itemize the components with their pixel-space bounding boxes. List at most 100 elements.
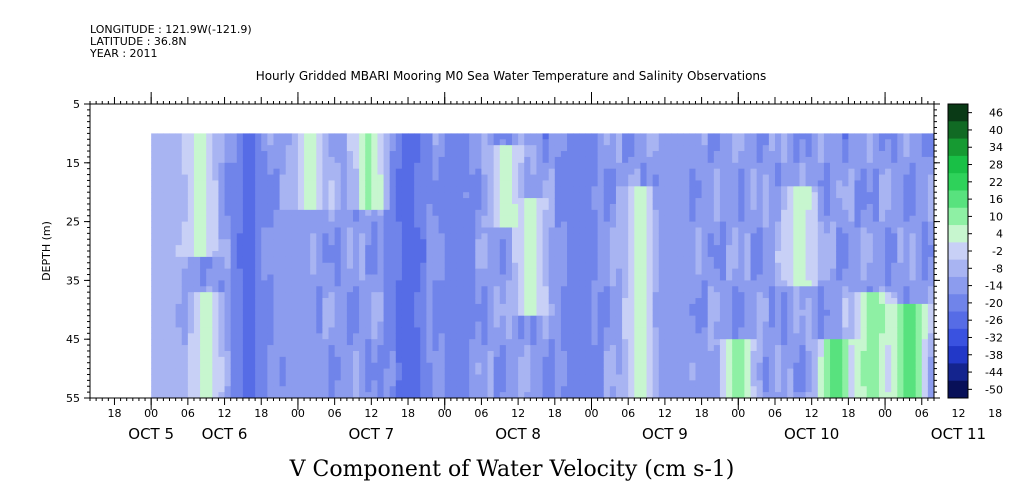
heatmap-cell: [444, 268, 452, 275]
heatmap-cell: [719, 274, 727, 281]
heatmap-cell: [719, 380, 727, 387]
heatmap-cell: [738, 192, 745, 199]
heatmap-cell: [640, 345, 647, 352]
heatmap-cell: [671, 168, 678, 175]
heatmap-cell: [591, 268, 599, 275]
heatmap-cell: [297, 286, 305, 293]
heatmap-cell: [756, 174, 764, 181]
heatmap-cell: [322, 333, 329, 340]
heatmap-cell: [652, 233, 660, 240]
heatmap-cell: [206, 356, 213, 364]
heatmap-cell: [597, 298, 605, 305]
heatmap-cell: [548, 303, 556, 311]
heatmap-cell: [799, 133, 806, 140]
heatmap-cell: [181, 180, 189, 187]
heatmap-cell: [401, 133, 409, 140]
heatmap-cell: [530, 374, 537, 381]
heatmap-cell: [206, 350, 213, 358]
heatmap-cell: [340, 145, 348, 152]
heatmap-cell: [242, 303, 250, 311]
heatmap-cell: [151, 303, 158, 311]
heatmap-cell: [615, 315, 623, 322]
heatmap-cell: [787, 392, 794, 398]
heatmap-cell: [542, 303, 550, 311]
heatmap-cell: [530, 139, 537, 146]
heatmap-cell: [560, 198, 568, 205]
heatmap-cell: [499, 386, 507, 393]
heatmap-cell: [389, 356, 397, 364]
heatmap-cell: [560, 339, 568, 346]
heatmap-cell: [505, 339, 513, 346]
heatmap-cell: [823, 374, 831, 381]
heatmap-cell: [261, 145, 268, 152]
heatmap-cell: [242, 339, 250, 346]
heatmap-cell: [652, 268, 660, 275]
heatmap-cell: [493, 145, 501, 152]
heatmap-cell: [567, 162, 574, 170]
heatmap-cell: [487, 227, 495, 234]
heatmap-cell: [389, 362, 397, 369]
heatmap-cell: [316, 239, 323, 246]
heatmap-cell: [658, 321, 666, 328]
heatmap-cell: [261, 327, 268, 334]
heatmap-cell: [401, 198, 409, 205]
heatmap-cell: [200, 209, 207, 217]
heatmap-cell: [163, 345, 170, 352]
heatmap-cell: [744, 251, 751, 258]
heatmap-cell: [585, 151, 592, 158]
heatmap-cell: [481, 274, 488, 281]
heatmap-cell: [169, 356, 177, 364]
heatmap-cell: [567, 233, 574, 240]
heatmap-cell: [438, 145, 446, 152]
heatmap-cell: [793, 180, 800, 187]
heatmap-cell: [401, 292, 409, 299]
heatmap-cell: [524, 386, 531, 393]
heatmap-cell: [359, 339, 366, 346]
heatmap-cell: [414, 239, 421, 246]
heatmap-cell: [187, 386, 195, 393]
heatmap-cell: [493, 245, 501, 252]
heatmap-cell: [695, 256, 702, 264]
heatmap-cell: [689, 309, 696, 317]
heatmap-cell: [560, 209, 568, 217]
heatmap-cell: [383, 203, 391, 211]
heatmap-cell: [536, 145, 543, 152]
heatmap-cell: [181, 251, 189, 258]
heatmap-cell: [163, 239, 170, 246]
heatmap-cell: [279, 350, 287, 358]
heatmap-cell: [279, 356, 287, 364]
heatmap-cell: [426, 315, 433, 322]
heatmap-cell: [420, 327, 427, 334]
heatmap-cell: [242, 274, 250, 281]
heatmap-cell: [426, 321, 433, 328]
heatmap-cell: [389, 133, 397, 140]
heatmap-cell: [236, 203, 244, 211]
heatmap-cell: [750, 309, 758, 317]
heatmap-cell: [163, 286, 170, 293]
heatmap-cell: [444, 174, 452, 181]
heatmap-cell: [187, 309, 195, 317]
heatmap-cell: [738, 350, 745, 358]
heatmap-cell: [187, 268, 195, 275]
heatmap-cell: [499, 180, 507, 187]
heatmap-cell: [579, 239, 586, 246]
heatmap-cell: [530, 392, 537, 398]
heatmap-cell: [218, 298, 225, 305]
heatmap-cell: [383, 262, 391, 270]
heatmap-cell: [328, 209, 336, 217]
heatmap-cell: [212, 239, 219, 246]
heatmap-cell: [579, 256, 586, 264]
heatmap-cell: [744, 215, 751, 222]
heatmap-cell: [695, 339, 702, 346]
heatmap-cell: [781, 245, 788, 252]
heatmap-cell: [261, 392, 268, 398]
heatmap-cell: [401, 174, 409, 181]
heatmap-cell: [285, 345, 293, 352]
heatmap-cell: [524, 315, 531, 322]
heatmap-cell: [322, 245, 329, 252]
heatmap-cell: [200, 380, 207, 387]
heatmap-cell: [420, 133, 427, 140]
heatmap-cell: [279, 280, 287, 287]
heatmap-cell: [609, 350, 617, 358]
heatmap-cell: [707, 392, 715, 398]
